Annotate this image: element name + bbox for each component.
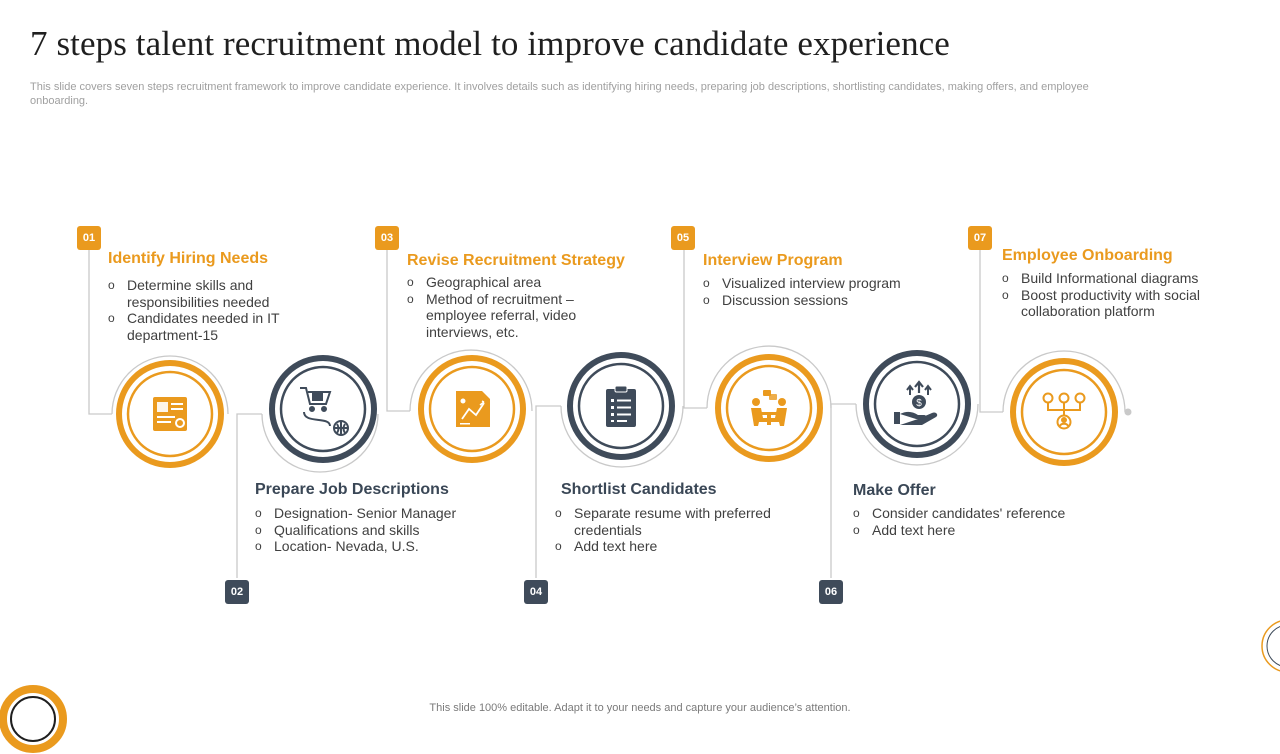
circle-step-02 (269, 355, 377, 463)
arc-step-04 (560, 405, 684, 468)
bullet-item: Determine skills and responsibilities ne… (108, 277, 313, 310)
step-number-badge-01: 01 (77, 226, 101, 250)
slide-footer: This slide 100% editable. Adapt it to yo… (429, 702, 851, 714)
arc-step-05 (706, 345, 832, 409)
connector-step-07 (979, 250, 1003, 413)
bullet-item: Visualized interview program (703, 275, 933, 292)
step-title-01: Identify Hiring Needs (108, 250, 269, 267)
step-title-06: Make Offer (853, 482, 936, 499)
step-title-07: Employee Onboarding (1002, 247, 1173, 264)
hand-money-icon: $ (894, 380, 938, 425)
circle-step-04 (567, 352, 675, 460)
arc-step-01 (111, 355, 229, 415)
slide-subtitle: This slide covers seven steps recruitmen… (30, 81, 1089, 107)
arc-step-07 (1002, 350, 1126, 413)
step-title-02: Prepare Job Descriptions (255, 481, 449, 498)
svg-text:$: $ (916, 398, 922, 409)
bullet-item: Separate resume with preferred credentia… (555, 505, 805, 538)
bullet-item: Geographical area (407, 274, 607, 291)
end-dot (1124, 408, 1132, 416)
bullet-item: Add text here (555, 538, 805, 555)
circle-step-07 (1010, 358, 1118, 466)
bullet-item: Build Informational diagrams (1002, 270, 1212, 287)
step-bullets-04: Separate resume with preferred credentia… (555, 505, 805, 555)
bullet-item: Add text here (853, 522, 1093, 539)
step-bullets-01: Determine skills and responsibilities ne… (108, 277, 313, 343)
step-title-04: Shortlist Candidates (561, 481, 717, 498)
bullet-item: Method of recruitment – employee referra… (407, 291, 607, 341)
slide-title: 7 steps talent recruitment model to impr… (30, 24, 950, 63)
interview-meeting-icon (751, 390, 787, 426)
step-title-03: Revise Recruitment Strategy (407, 252, 625, 269)
step-bullets-02: Designation- Senior Manager Qualificatio… (255, 505, 500, 555)
step-number-badge-05: 05 (671, 226, 695, 250)
step-number-badge-04: 04 (524, 580, 548, 604)
strategy-document-icon (456, 391, 490, 427)
org-network-icon (1042, 392, 1086, 430)
step-number-badge-07: 07 (968, 226, 992, 250)
circle-step-06 (863, 350, 971, 458)
bullet-item: Designation- Senior Manager (255, 505, 500, 522)
bullet-item: Location- Nevada, U.S. (255, 538, 500, 555)
step-number-badge-06: 06 (819, 580, 843, 604)
connector-step-04 (535, 405, 561, 578)
clipboard-checklist-icon (606, 385, 636, 427)
bullet-item: Consider candidates' reference (853, 505, 1093, 522)
process-diagram: $ (88, 250, 1132, 578)
step-number-badge-03: 03 (375, 226, 399, 250)
bullet-item: Discussion sessions (703, 292, 933, 309)
circle-step-03 (418, 355, 526, 463)
bullet-item: Boost productivity with social collabora… (1002, 287, 1212, 320)
arc-step-06 (855, 403, 979, 466)
step-number-badge-02: 02 (225, 580, 249, 604)
arc-step-03 (409, 349, 533, 412)
cart-globe-icon (300, 387, 349, 436)
corner-decoration-right (1261, 620, 1280, 672)
step-bullets-06: Consider candidates' reference Add text … (853, 505, 1093, 538)
arc-step-02 (261, 413, 379, 473)
connector-step-05 (683, 250, 707, 409)
bullet-item: Qualifications and skills (255, 522, 500, 539)
corner-decoration-left (0, 685, 67, 753)
circle-step-01 (116, 360, 224, 468)
bullet-item: Candidates needed in IT department-15 (108, 310, 313, 343)
connector-step-01 (88, 250, 112, 415)
step-bullets-07: Build Informational diagrams Boost produ… (1002, 270, 1212, 320)
step-title-05: Interview Program (703, 252, 843, 269)
circle-step-05 (715, 354, 823, 462)
connector-step-03 (386, 250, 410, 412)
step-bullets-05: Visualized interview program Discussion … (703, 275, 933, 308)
step-bullets-03: Geographical area Method of recruitment … (407, 274, 607, 340)
resume-card-icon (153, 397, 187, 431)
connector-step-02 (236, 413, 262, 578)
